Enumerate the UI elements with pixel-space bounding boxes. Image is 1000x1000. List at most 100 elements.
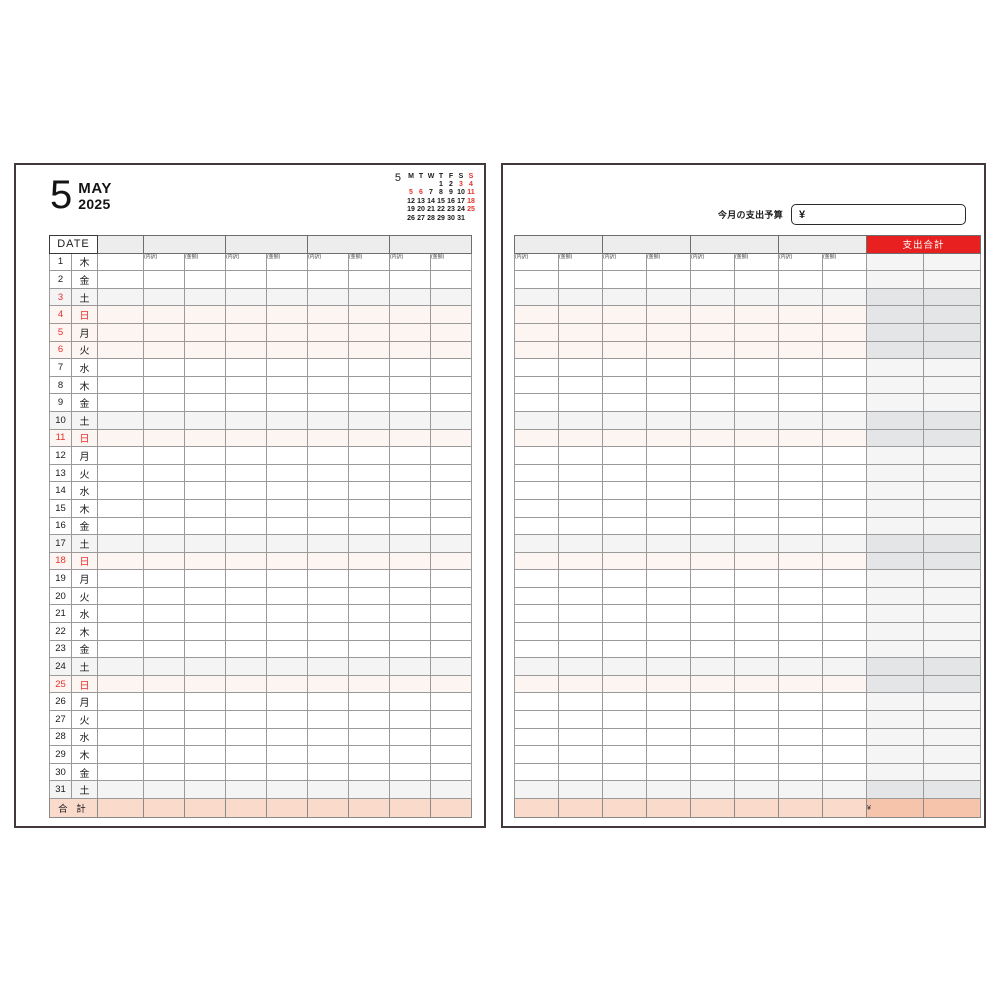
right-amount-cell-g3[interactable]: [822, 762, 867, 782]
right-amount-cell-g1[interactable]: [646, 428, 691, 448]
right-total-cell-a[interactable]: [866, 657, 924, 676]
left-breakdown-cell-g4[interactable]: [389, 446, 431, 465]
left-breakdown-cell-g2[interactable]: [225, 428, 267, 448]
left-amount-cell-g3[interactable]: [348, 534, 390, 553]
left-amount-cell-g1[interactable]: [184, 410, 226, 430]
left-amount-cell-g4[interactable]: [430, 692, 472, 712]
left-breakdown-cell-g1[interactable]: [143, 569, 185, 588]
left-amount-cell-g4[interactable]: [430, 586, 472, 606]
right-total-cell-b[interactable]: [922, 639, 982, 659]
left-memo-cell[interactable]: [97, 428, 144, 448]
right-breakdown-cell-g0[interactable]: [514, 393, 559, 412]
left-memo-cell[interactable]: [97, 780, 144, 799]
left-amount-cell-g3[interactable]: [348, 780, 390, 799]
left-memo-cell[interactable]: [97, 551, 144, 571]
right-breakdown-cell-g2[interactable]: [690, 534, 735, 553]
right-total-cell-a[interactable]: [866, 252, 924, 272]
left-amount-cell-g1[interactable]: [184, 569, 226, 588]
left-memo-cell[interactable]: [97, 569, 144, 588]
right-amount-cell-g1[interactable]: [646, 604, 691, 624]
left-breakdown-cell-g2[interactable]: [225, 287, 267, 307]
left-memo-cell[interactable]: [97, 322, 144, 342]
right-total-amount-g0[interactable]: [558, 798, 603, 818]
right-breakdown-cell-g3[interactable]: [778, 604, 823, 624]
right-total-cell-b[interactable]: [922, 604, 982, 624]
left-amount-cell-g1[interactable]: [184, 516, 226, 536]
left-breakdown-cell-g2[interactable]: [225, 534, 267, 553]
right-breakdown-cell-g0[interactable]: [514, 604, 559, 624]
right-amount-cell-g3[interactable]: [822, 446, 867, 465]
left-breakdown-cell-g4[interactable]: [389, 287, 431, 307]
right-amount-cell-g0[interactable]: [558, 393, 603, 412]
right-breakdown-cell-g1[interactable]: [602, 270, 647, 289]
right-amount-cell-g2[interactable]: [734, 674, 779, 694]
right-breakdown-cell-g1[interactable]: [602, 727, 647, 747]
left-amount-cell-g4[interactable]: (金額): [430, 252, 472, 272]
left-amount-cell-g1[interactable]: [184, 428, 226, 448]
left-memo-cell[interactable]: [97, 305, 144, 324]
left-amount-cell-g4[interactable]: [430, 410, 472, 430]
left-amount-cell-g4[interactable]: [430, 569, 472, 588]
left-amount-cell-g4[interactable]: [430, 516, 472, 536]
right-breakdown-cell-g0[interactable]: [514, 745, 559, 764]
right-breakdown-cell-g2[interactable]: [690, 586, 735, 606]
right-breakdown-cell-g2[interactable]: [690, 604, 735, 624]
left-amount-cell-g2[interactable]: [266, 463, 308, 483]
left-amount-cell-g3[interactable]: [348, 446, 390, 465]
left-breakdown-cell-g4[interactable]: [389, 586, 431, 606]
right-breakdown-cell-g3[interactable]: [778, 551, 823, 571]
right-breakdown-cell-g0[interactable]: [514, 569, 559, 588]
right-total-cell-a[interactable]: [866, 322, 924, 342]
right-breakdown-cell-g2[interactable]: [690, 287, 735, 307]
budget-input[interactable]: ¥: [791, 204, 966, 225]
left-amount-cell-g2[interactable]: [266, 410, 308, 430]
right-breakdown-cell-g2[interactable]: [690, 710, 735, 729]
right-amount-cell-g1[interactable]: [646, 481, 691, 500]
right-amount-cell-g3[interactable]: [822, 393, 867, 412]
left-amount-cell-g1[interactable]: [184, 657, 226, 676]
left-breakdown-cell-g4[interactable]: [389, 516, 431, 536]
left-amount-cell-g1[interactable]: [184, 498, 226, 518]
right-amount-cell-g2[interactable]: [734, 393, 779, 412]
left-memo-cell[interactable]: [97, 270, 144, 289]
right-breakdown-cell-g2[interactable]: [690, 569, 735, 588]
left-breakdown-cell-g2[interactable]: (内訳): [225, 252, 267, 272]
left-breakdown-cell-g1[interactable]: [143, 622, 185, 641]
right-total-cell-a[interactable]: [866, 586, 924, 606]
left-breakdown-cell-g1[interactable]: (内訳): [143, 252, 185, 272]
right-amount-cell-g1[interactable]: (金額): [646, 252, 691, 272]
right-amount-cell-g0[interactable]: [558, 569, 603, 588]
left-total-amount-g1[interactable]: [184, 798, 226, 818]
left-breakdown-cell-g1[interactable]: [143, 727, 185, 747]
right-breakdown-cell-g1[interactable]: [602, 305, 647, 324]
right-amount-cell-g3[interactable]: [822, 534, 867, 553]
right-breakdown-cell-g1[interactable]: [602, 322, 647, 342]
left-amount-cell-g4[interactable]: [430, 727, 472, 747]
right-breakdown-cell-g1[interactable]: [602, 586, 647, 606]
left-amount-cell-g2[interactable]: [266, 569, 308, 588]
right-amount-cell-g2[interactable]: [734, 446, 779, 465]
left-amount-cell-g1[interactable]: [184, 639, 226, 659]
right-amount-cell-g0[interactable]: [558, 270, 603, 289]
right-amount-cell-g0[interactable]: [558, 586, 603, 606]
right-breakdown-cell-g2[interactable]: [690, 639, 735, 659]
right-total-breakdown-g3[interactable]: [778, 798, 823, 818]
right-breakdown-cell-g2[interactable]: [690, 692, 735, 712]
right-breakdown-cell-g3[interactable]: [778, 305, 823, 324]
right-breakdown-cell-g1[interactable]: [602, 498, 647, 518]
right-total-cell-a[interactable]: [866, 375, 924, 395]
left-amount-cell-g2[interactable]: [266, 446, 308, 465]
left-breakdown-cell-g3[interactable]: [307, 393, 349, 412]
left-amount-cell-g4[interactable]: [430, 481, 472, 500]
left-breakdown-cell-g3[interactable]: [307, 498, 349, 518]
right-amount-cell-g3[interactable]: [822, 604, 867, 624]
left-amount-cell-g1[interactable]: [184, 551, 226, 571]
right-total-cell-b[interactable]: [922, 358, 982, 377]
right-amount-cell-g2[interactable]: [734, 639, 779, 659]
right-breakdown-cell-g0[interactable]: [514, 410, 559, 430]
right-breakdown-cell-g1[interactable]: [602, 428, 647, 448]
right-breakdown-cell-g2[interactable]: [690, 780, 735, 799]
right-group-header-2[interactable]: [690, 235, 779, 254]
right-total-cell-b[interactable]: [922, 270, 982, 289]
right-total-breakdown-g1[interactable]: [602, 798, 647, 818]
